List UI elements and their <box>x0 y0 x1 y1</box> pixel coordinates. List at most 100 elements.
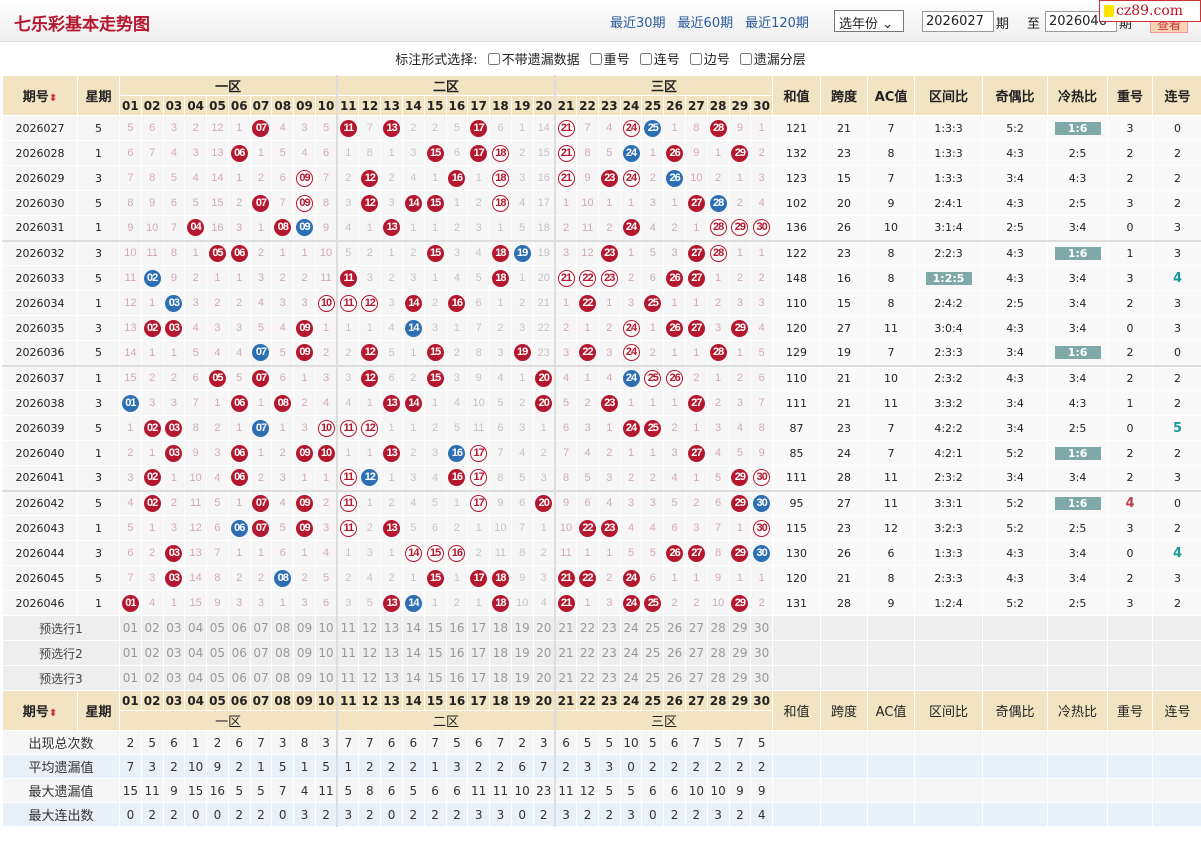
preselect-number[interactable]: 09 <box>293 665 316 691</box>
preselect-number[interactable]: 16 <box>445 640 469 666</box>
preselect-number[interactable]: 03 <box>162 640 186 666</box>
checkbox[interactable] <box>639 52 652 65</box>
preselect-number[interactable]: 27 <box>684 640 708 666</box>
preselect-number[interactable]: 11 <box>336 665 360 691</box>
preselect-number[interactable]: 09 <box>293 640 316 666</box>
preselect-number[interactable]: 13 <box>380 640 403 666</box>
preselect-number[interactable]: 15 <box>423 640 447 666</box>
preselect-number[interactable]: 30 <box>750 615 774 641</box>
preselect-number[interactable]: 05 <box>206 665 229 691</box>
preselect-number[interactable]: 22 <box>576 665 599 691</box>
preselect-number[interactable]: 23 <box>597 665 621 691</box>
preselect-number[interactable]: 01 <box>119 640 142 666</box>
option-no-miss[interactable]: 不带遗漏数据 <box>487 49 580 68</box>
preselect-number[interactable]: 21 <box>553 615 578 641</box>
option-edge[interactable]: 边号 <box>689 49 730 68</box>
recent-30-link[interactable]: 最近30期 <box>610 16 666 31</box>
preselect-number[interactable]: 01 <box>119 665 142 691</box>
preselect-number[interactable]: 19 <box>510 665 534 691</box>
preselect-number[interactable]: 03 <box>162 665 186 691</box>
preselect-number[interactable]: 07 <box>249 615 273 641</box>
preselect-number[interactable]: 08 <box>271 665 295 691</box>
preselect-number[interactable]: 02 <box>140 640 164 666</box>
preselect-number[interactable]: 27 <box>684 665 708 691</box>
preselect-number[interactable]: 11 <box>336 640 360 666</box>
preselect-number[interactable]: 29 <box>728 665 752 691</box>
preselect-number[interactable]: 08 <box>271 640 295 666</box>
preselect-number[interactable]: 15 <box>423 665 447 691</box>
preselect-number[interactable]: 17 <box>467 615 491 641</box>
preselect-number[interactable]: 05 <box>206 640 229 666</box>
preselect-number[interactable]: 16 <box>445 665 469 691</box>
preselect-number[interactable]: 19 <box>510 615 534 641</box>
preselect-number[interactable]: 04 <box>184 640 208 666</box>
preselect-number[interactable]: 06 <box>227 640 251 666</box>
preselect-number[interactable]: 25 <box>641 640 665 666</box>
preselect-number[interactable]: 04 <box>184 665 208 691</box>
preselect-number[interactable]: 12 <box>358 665 382 691</box>
sort-arrows-icon[interactable]: ⬍ <box>48 93 58 104</box>
preselect-number[interactable]: 23 <box>597 640 621 666</box>
preselect-number[interactable]: 17 <box>467 640 491 666</box>
issue-header[interactable]: 期号⬍ <box>2 75 78 116</box>
preselect-number[interactable]: 24 <box>619 665 643 691</box>
preselect-number[interactable]: 08 <box>271 615 295 641</box>
preselect-number[interactable]: 20 <box>532 640 556 666</box>
preselect-number[interactable]: 25 <box>641 665 665 691</box>
preselect-number[interactable]: 18 <box>489 665 512 691</box>
preselect-number[interactable]: 30 <box>750 640 774 666</box>
preselect-number[interactable]: 29 <box>728 615 752 641</box>
preselect-number[interactable]: 17 <box>467 665 491 691</box>
checkbox[interactable] <box>589 52 602 65</box>
option-miss-layer[interactable]: 遗漏分层 <box>739 49 806 68</box>
preselect-number[interactable]: 04 <box>184 615 208 641</box>
preselect-number[interactable]: 05 <box>206 615 229 641</box>
recent-60-link[interactable]: 最近60期 <box>677 16 734 31</box>
preselect-number[interactable]: 18 <box>489 640 512 666</box>
preselect-number[interactable]: 24 <box>619 640 643 666</box>
preselect-number[interactable]: 10 <box>314 640 338 666</box>
preselect-number[interactable]: 06 <box>227 665 251 691</box>
preselect-number[interactable]: 20 <box>532 615 556 641</box>
preselect-number[interactable]: 15 <box>423 615 447 641</box>
preselect-number[interactable]: 27 <box>684 615 708 641</box>
preselect-number[interactable]: 01 <box>119 615 142 641</box>
option-repeat[interactable]: 重号 <box>589 49 630 68</box>
preselect-number[interactable]: 02 <box>140 615 164 641</box>
preselect-number[interactable]: 07 <box>249 665 273 691</box>
preselect-number[interactable]: 16 <box>445 615 469 641</box>
preselect-number[interactable]: 02 <box>140 665 164 691</box>
preselect-number[interactable]: 28 <box>706 665 730 691</box>
checkbox[interactable] <box>487 52 500 65</box>
preselect-number[interactable]: 30 <box>750 665 774 691</box>
preselect-number[interactable]: 14 <box>401 665 425 691</box>
year-select[interactable]: 选年份 ⌄ <box>834 10 904 32</box>
preselect-number[interactable]: 28 <box>706 640 730 666</box>
sort-arrows-icon[interactable]: ⬍ <box>48 708 58 719</box>
preselect-number[interactable]: 22 <box>576 640 599 666</box>
option-consecutive[interactable]: 连号 <box>639 49 680 68</box>
from-issue-input[interactable]: 2026027 <box>922 11 994 32</box>
preselect-number[interactable]: 11 <box>336 615 360 641</box>
preselect-number[interactable]: 19 <box>510 640 534 666</box>
preselect-number[interactable]: 13 <box>380 665 403 691</box>
recent-120-link[interactable]: 最近120期 <box>745 16 809 31</box>
preselect-number[interactable]: 26 <box>663 615 686 641</box>
preselect-number[interactable]: 24 <box>619 615 643 641</box>
preselect-number[interactable]: 29 <box>728 640 752 666</box>
preselect-number[interactable]: 28 <box>706 615 730 641</box>
preselect-number[interactable]: 14 <box>401 640 425 666</box>
preselect-number[interactable]: 18 <box>489 615 512 641</box>
preselect-number[interactable]: 09 <box>293 615 316 641</box>
preselect-number[interactable]: 22 <box>576 615 599 641</box>
preselect-number[interactable]: 13 <box>380 615 403 641</box>
preselect-number[interactable]: 26 <box>663 640 686 666</box>
preselect-number[interactable]: 26 <box>663 665 686 691</box>
checkbox[interactable] <box>739 52 752 65</box>
preselect-number[interactable]: 03 <box>162 615 186 641</box>
preselect-number[interactable]: 25 <box>641 615 665 641</box>
preselect-number[interactable]: 07 <box>249 640 273 666</box>
issue-header-footer[interactable]: 期号⬍ <box>2 690 78 731</box>
preselect-number[interactable]: 10 <box>314 665 338 691</box>
checkbox[interactable] <box>689 52 702 65</box>
